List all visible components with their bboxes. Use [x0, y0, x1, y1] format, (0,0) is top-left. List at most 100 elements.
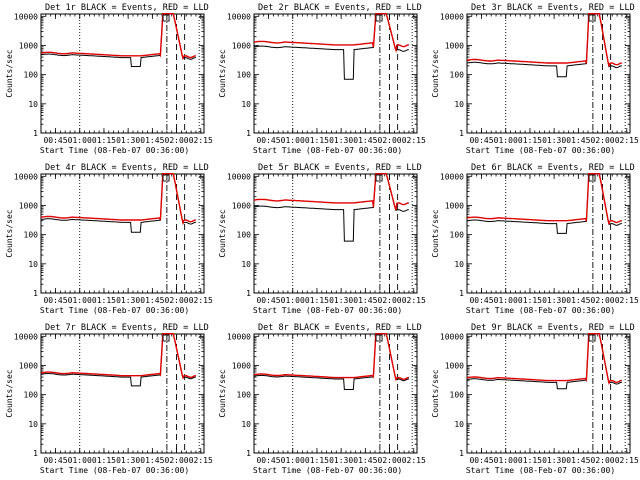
y-tick-label: 1000 — [19, 201, 38, 210]
x-tick-label: 02:15 — [189, 456, 213, 465]
detector-panel-4: Det 4r BLACK = Events, RED = LLD 1 10 100 10… — [5, 163, 213, 315]
x-tick-label: 01:15 — [92, 136, 116, 145]
x-tick-label: 00:45 — [43, 456, 67, 465]
y-tick-label: 10 — [28, 100, 38, 109]
x-tick-label: 01:15 — [305, 136, 329, 145]
lld-series-line — [466, 12, 622, 67]
lld-series-line — [466, 332, 622, 386]
y-tick-label: 10 — [241, 260, 251, 269]
x-axis-label: Start Time (08-Feb-07 00:36:00) — [253, 146, 402, 155]
x-tick-label: 02:00 — [378, 296, 402, 305]
panel-title: Det 6r BLACK = Events, RED = LLD — [471, 163, 635, 173]
plot-frame — [40, 333, 205, 454]
plot-frame — [253, 333, 418, 454]
lld-series-line — [253, 12, 409, 53]
detector-panel-5: Det 5r BLACK = Events, RED = LLD 1 10 100 10… — [218, 163, 426, 315]
y-axis-label: Counts/sec — [218, 49, 227, 97]
y-tick-label: 10000 — [14, 12, 38, 21]
x-tick-label: 01:15 — [518, 296, 542, 305]
plot-frame — [40, 173, 205, 294]
panel-title: Det 9r BLACK = Events, RED = LLD — [471, 323, 635, 333]
detector-panel-6: Det 6r BLACK = Events, RED = LLD 1 10 100 10… — [431, 163, 639, 315]
x-axis-label: Start Time (08-Feb-07 00:36:00) — [40, 146, 189, 155]
x-tick-label: 01:30 — [116, 456, 140, 465]
y-tick-label: 1 — [246, 129, 251, 138]
events-series-line — [40, 333, 196, 387]
x-tick-label: 01:15 — [305, 296, 329, 305]
lld-series-line — [253, 332, 409, 382]
x-tick-label: 00:45 — [469, 136, 493, 145]
y-tick-label: 1 — [459, 289, 464, 298]
lld-series-line — [253, 172, 409, 211]
x-tick-label: 01:30 — [329, 296, 353, 305]
y-tick-label: 10000 — [227, 332, 251, 341]
x-tick-label: 01:45 — [353, 456, 377, 465]
events-series-line — [40, 13, 196, 67]
x-tick-label: 01:00 — [281, 296, 305, 305]
y-tick-label: 1000 — [232, 201, 251, 210]
y-axis-label: Counts/sec — [431, 209, 440, 257]
y-tick-label: 1000 — [19, 41, 38, 50]
y-tick-label: 1000 — [19, 361, 38, 370]
panel-title: Det 5r BLACK = Events, RED = LLD — [258, 163, 422, 173]
plot-frame — [466, 333, 631, 454]
x-tick-label: 01:45 — [353, 136, 377, 145]
y-axis-label: Counts/sec — [431, 369, 440, 417]
x-tick-label: 02:15 — [402, 456, 426, 465]
x-tick-label: 02:15 — [402, 136, 426, 145]
x-tick-label: 02:15 — [615, 296, 639, 305]
x-tick-label: 00:45 — [256, 296, 280, 305]
plot-frame — [253, 173, 418, 294]
y-tick-label: 10 — [454, 420, 464, 429]
x-axis-label: Start Time (08-Feb-07 00:36:00) — [466, 306, 615, 315]
x-tick-label: 00:45 — [256, 136, 280, 145]
x-axis-label: Start Time (08-Feb-07 00:36:00) — [253, 306, 402, 315]
plot-frame — [253, 13, 418, 134]
x-tick-label: 01:30 — [542, 296, 566, 305]
y-tick-label: 10000 — [14, 332, 38, 341]
x-tick-label: 01:30 — [542, 136, 566, 145]
peak-box-marker — [162, 14, 170, 22]
peak-box-marker — [588, 14, 596, 22]
peak-box-marker — [162, 174, 170, 182]
x-tick-label: 01:45 — [566, 456, 590, 465]
x-tick-label: 01:30 — [329, 136, 353, 145]
x-tick-label: 02:00 — [165, 456, 189, 465]
x-tick-label: 01:15 — [518, 456, 542, 465]
x-tick-label: 01:00 — [68, 296, 92, 305]
y-tick-label: 1000 — [445, 41, 464, 50]
y-tick-label: 10 — [454, 100, 464, 109]
plot-frame — [466, 13, 631, 134]
detector-panel-1: Det 1r BLACK = Events, RED = LLD 1 10 100 10… — [5, 3, 213, 155]
x-tick-label: 01:15 — [92, 296, 116, 305]
y-axis-label: Counts/sec — [5, 49, 14, 97]
x-tick-label: 01:15 — [92, 456, 116, 465]
y-tick-label: 1 — [246, 289, 251, 298]
x-tick-label: 02:15 — [402, 296, 426, 305]
x-tick-label: 01:15 — [518, 136, 542, 145]
detector-panel-2: Det 2r BLACK = Events, RED = LLD 1 10 100 10… — [218, 3, 426, 155]
x-tick-label: 01:45 — [353, 296, 377, 305]
y-axis-label: Counts/sec — [218, 209, 227, 257]
panel-title: Det 8r BLACK = Events, RED = LLD — [258, 323, 422, 333]
x-tick-label: 02:00 — [165, 136, 189, 145]
events-series-line — [253, 173, 409, 242]
peak-box-marker — [375, 174, 383, 182]
lld-series-line — [40, 12, 196, 61]
x-tick-label: 01:00 — [68, 136, 92, 145]
y-axis-label: Counts/sec — [5, 369, 14, 417]
x-tick-label: 01:30 — [542, 456, 566, 465]
panel-title: Det 4r BLACK = Events, RED = LLD — [45, 163, 209, 173]
x-axis-label: Start Time (08-Feb-07 00:36:00) — [466, 146, 615, 155]
x-axis-label: Start Time (08-Feb-07 00:36:00) — [40, 306, 189, 315]
y-tick-label: 10 — [241, 100, 251, 109]
y-tick-label: 10 — [28, 260, 38, 269]
y-tick-label: 1000 — [232, 41, 251, 50]
x-tick-label: 01:00 — [68, 456, 92, 465]
detector-panel-7: Det 7r BLACK = Events, RED = LLD 1 10 100 10… — [5, 323, 213, 475]
y-tick-label: 10000 — [440, 332, 464, 341]
y-tick-label: 10 — [28, 420, 38, 429]
events-series-line — [40, 173, 196, 233]
x-tick-label: 00:45 — [256, 456, 280, 465]
x-tick-label: 01:00 — [494, 456, 518, 465]
